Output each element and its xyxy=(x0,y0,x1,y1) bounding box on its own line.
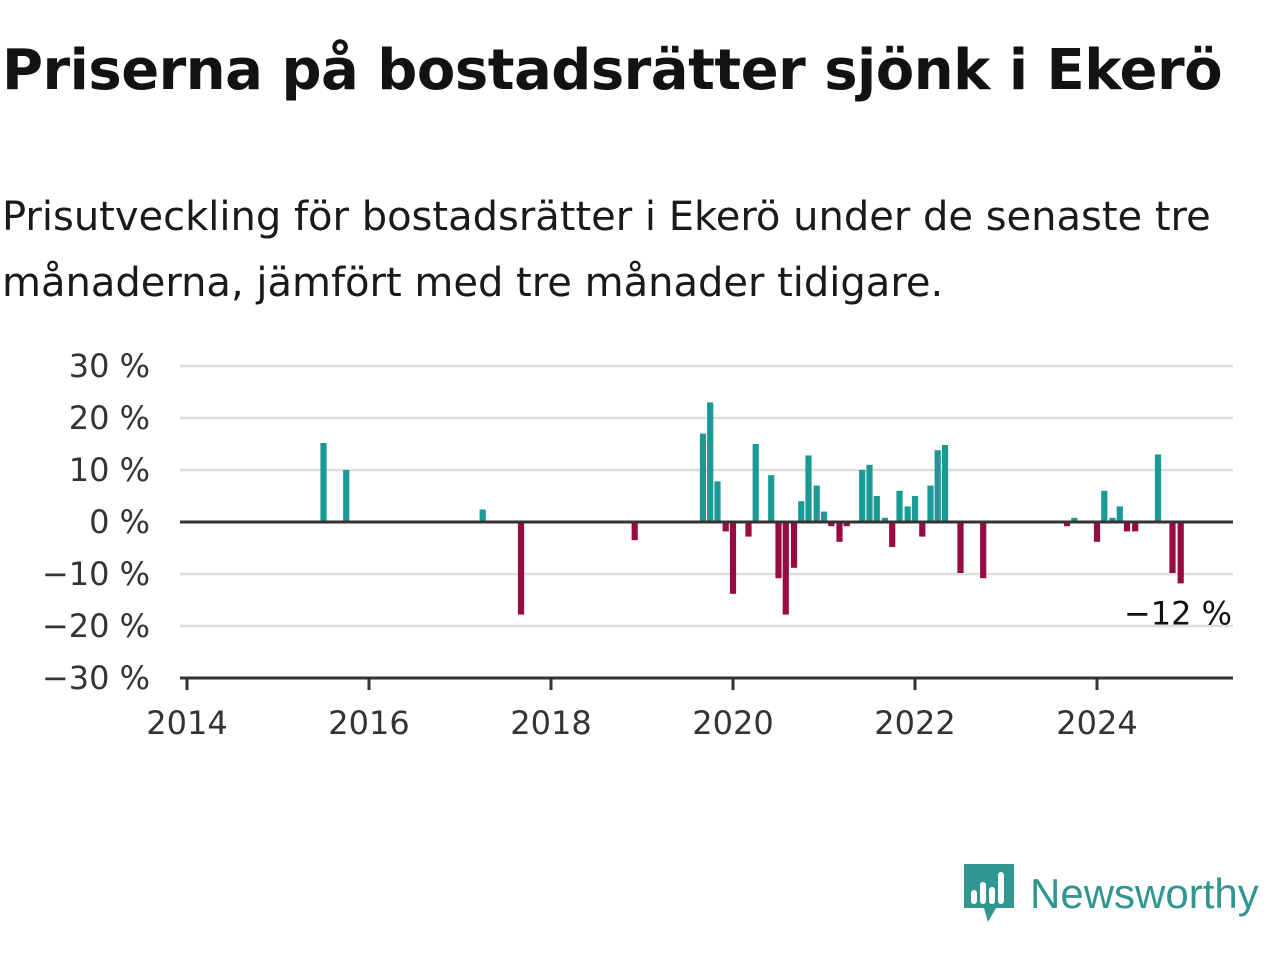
bar xyxy=(813,485,820,522)
bar xyxy=(1101,490,1108,522)
bar xyxy=(775,522,782,579)
bars xyxy=(320,402,1184,615)
bar xyxy=(729,522,737,594)
bar-chart: 30 %20 %10 %0 %−10 %−20 %−30 % 2014 2016 2… xyxy=(42,347,1233,742)
bar xyxy=(866,464,873,522)
x-tick-label: 2020 xyxy=(692,704,773,742)
bar xyxy=(873,496,880,522)
x-tick-label: 2022 xyxy=(874,704,955,742)
bar xyxy=(714,481,721,522)
bar xyxy=(798,501,805,522)
y-tick-label: 20 % xyxy=(69,399,150,437)
bar xyxy=(957,522,964,573)
chart-subtitle: Prisutveckling för bostadsrätter i Ekerö… xyxy=(2,194,1211,306)
y-tick-label: −20 % xyxy=(42,607,150,645)
y-tick-label: 0 % xyxy=(89,503,150,541)
bar xyxy=(1123,522,1131,532)
newsworthy-logo-icon xyxy=(964,864,1014,922)
x-tick-label: 2018 xyxy=(510,704,591,742)
bar xyxy=(517,522,525,615)
y-tick-label: −30 % xyxy=(42,659,150,697)
last-value-label: −12 % xyxy=(1124,594,1232,632)
bar xyxy=(836,522,843,542)
axes xyxy=(180,520,1233,690)
bar xyxy=(631,522,638,541)
y-axis-labels: 30 % 20 % 10 % 0 % −10 % −20 % −30 % xyxy=(42,347,150,697)
bar xyxy=(843,522,850,527)
x-axis-labels: 2014 2016 2018 2020 2022 2024 xyxy=(146,704,1137,742)
bar xyxy=(927,485,934,522)
y-tick-label: 10 % xyxy=(69,451,150,489)
bar xyxy=(1169,522,1176,573)
bar xyxy=(805,455,812,522)
bar xyxy=(1177,522,1184,584)
bar xyxy=(904,506,911,522)
bar xyxy=(1093,522,1101,542)
bar xyxy=(889,522,896,547)
bar xyxy=(752,444,759,522)
annotations: −12 % xyxy=(1124,594,1232,632)
bar xyxy=(1071,517,1078,522)
bar xyxy=(699,433,707,522)
bar xyxy=(941,445,949,522)
bar xyxy=(745,522,752,537)
bar xyxy=(828,522,835,527)
y-tick-label: −10 % xyxy=(42,555,150,593)
x-tick-label: 2016 xyxy=(328,704,409,742)
bar xyxy=(980,522,987,579)
brand-name: Newsworthy xyxy=(1030,870,1259,917)
bar xyxy=(479,509,486,522)
x-tick-label: 2014 xyxy=(146,704,227,742)
x-tick-label: 2024 xyxy=(1056,704,1137,742)
bar xyxy=(707,402,714,522)
bar xyxy=(320,443,327,522)
bar xyxy=(919,522,926,537)
bar xyxy=(768,475,775,522)
bar xyxy=(934,450,941,522)
bar xyxy=(859,470,866,522)
bar xyxy=(782,522,789,615)
bar xyxy=(1154,454,1162,522)
brand-logo: Newsworthy xyxy=(964,864,1259,924)
bar xyxy=(881,517,889,522)
y-tick-label: 30 % xyxy=(69,347,150,385)
bar xyxy=(722,522,729,532)
bar xyxy=(343,470,350,522)
bar xyxy=(896,490,903,522)
bar xyxy=(911,496,919,522)
bar xyxy=(790,522,798,568)
chart-title: Priserna på bostadsrätter sjönk i Ekerö xyxy=(2,38,1223,103)
bar xyxy=(1116,506,1123,522)
bar xyxy=(1063,522,1071,527)
bar xyxy=(1109,517,1116,522)
gridlines xyxy=(180,364,1233,628)
bar xyxy=(1132,522,1139,532)
bar xyxy=(820,511,828,522)
